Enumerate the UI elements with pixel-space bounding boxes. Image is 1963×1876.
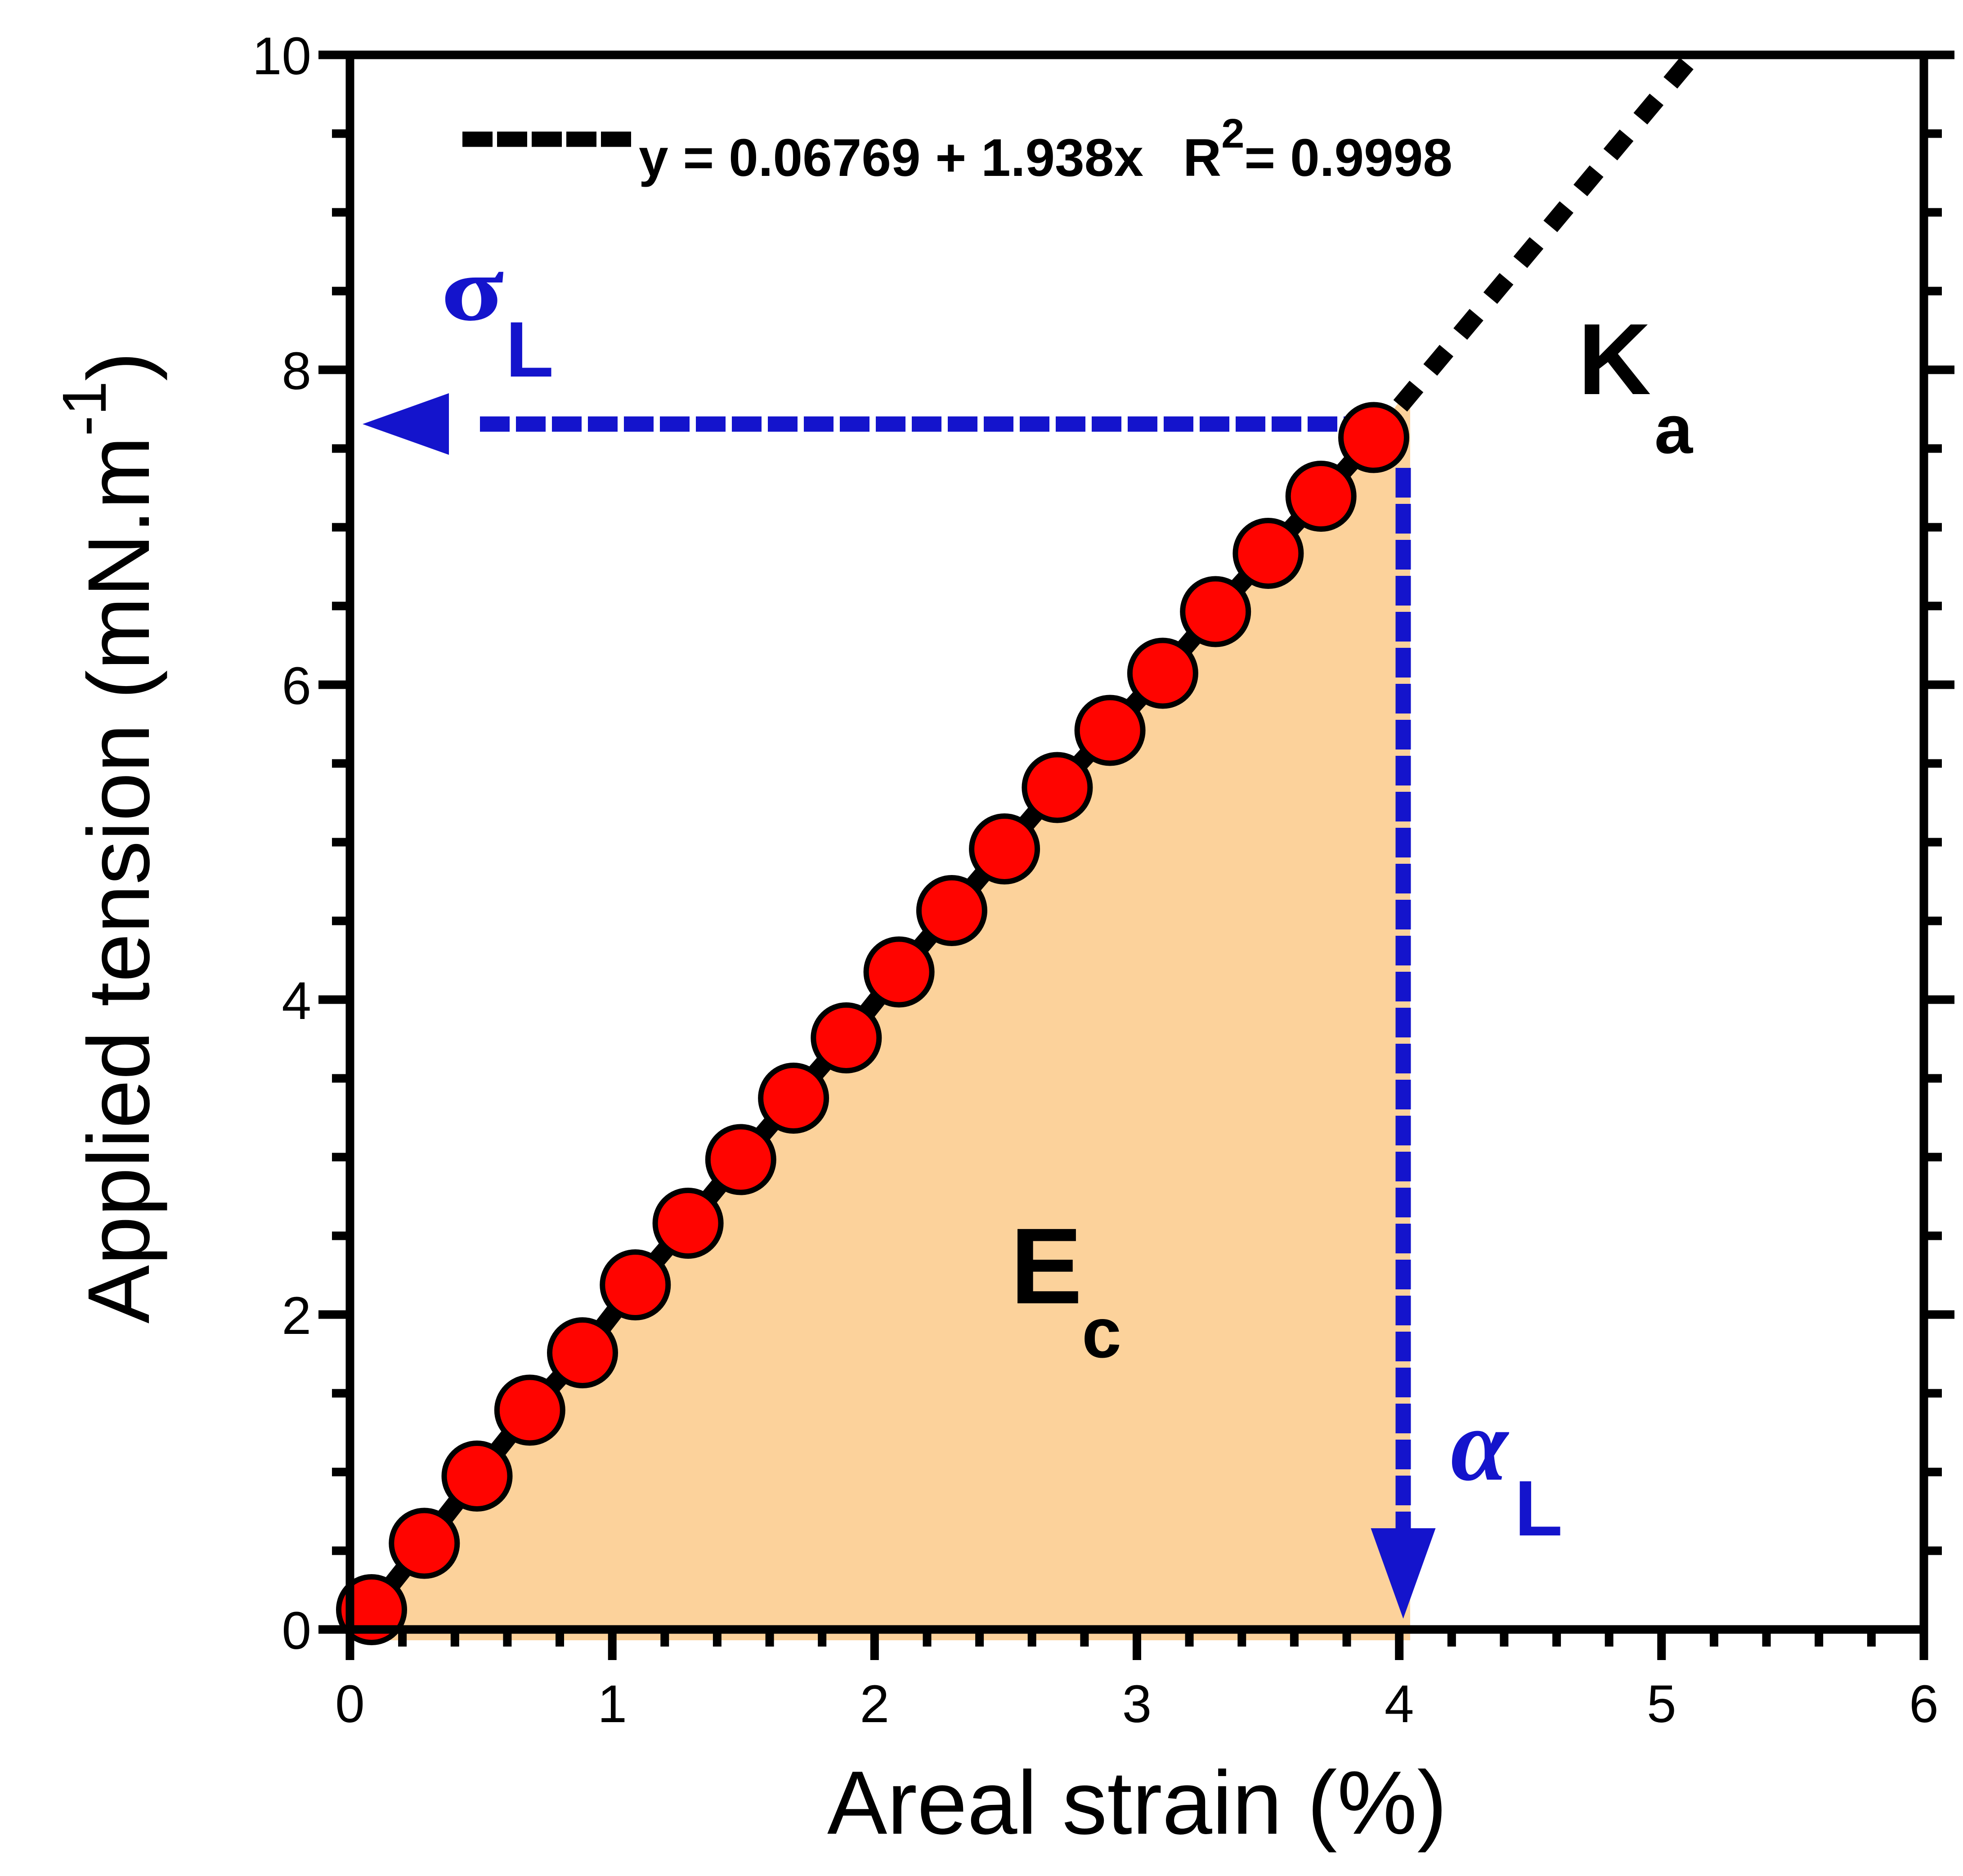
svg-text:5: 5 <box>1647 1674 1676 1734</box>
svg-text:L: L <box>506 306 554 394</box>
svg-text:4: 4 <box>1385 1674 1414 1734</box>
svg-text:Areal strain (%): Areal strain (%) <box>827 1753 1447 1853</box>
svg-text:2: 2 <box>860 1674 889 1734</box>
svg-text:E: E <box>1010 1206 1082 1326</box>
svg-text:Applied tension (mN.m-1): Applied tension (mN.m-1) <box>50 352 168 1324</box>
svg-text:0: 0 <box>335 1674 365 1734</box>
svg-text:8: 8 <box>282 341 311 401</box>
svg-text:α: α <box>1451 1387 1510 1502</box>
svg-text:a: a <box>1654 391 1694 468</box>
svg-text:c: c <box>1082 1293 1121 1373</box>
svg-text:6: 6 <box>1909 1674 1939 1734</box>
svg-text:L: L <box>1515 1465 1563 1553</box>
svg-text:σ: σ <box>441 238 504 340</box>
svg-text:K: K <box>1578 302 1651 416</box>
svg-text:2: 2 <box>282 1286 311 1346</box>
svg-text:y = 0.06769 + 1.938x: y = 0.06769 + 1.938x <box>639 128 1143 188</box>
svg-text:0: 0 <box>282 1601 311 1661</box>
svg-text:3: 3 <box>1122 1674 1152 1734</box>
svg-text:4: 4 <box>282 971 311 1031</box>
svg-text:6: 6 <box>282 656 311 716</box>
svg-text:10: 10 <box>252 27 311 86</box>
svg-text:1: 1 <box>597 1674 627 1734</box>
